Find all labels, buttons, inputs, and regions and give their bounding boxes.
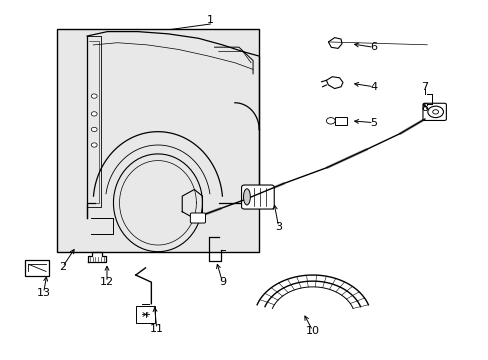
Bar [334,117,346,125]
Text: 8: 8 [421,103,427,113]
Circle shape [91,112,97,116]
Text: 6: 6 [369,42,376,52]
Bar [136,306,155,323]
Text: 11: 11 [149,324,163,334]
FancyBboxPatch shape [422,103,446,121]
Ellipse shape [243,189,250,205]
Circle shape [326,118,334,124]
Text: 4: 4 [369,82,377,92]
FancyBboxPatch shape [190,213,205,223]
Circle shape [432,110,438,114]
Text: 13: 13 [37,288,50,298]
Bar [57,30,259,252]
Circle shape [91,143,97,147]
Text: 9: 9 [219,277,225,287]
Text: 12: 12 [100,277,114,287]
Circle shape [427,106,443,118]
Text: 10: 10 [305,325,319,336]
Circle shape [91,94,97,98]
Text: 5: 5 [369,118,376,128]
Text: 7: 7 [421,82,427,92]
Bar [25,260,49,276]
Text: 1: 1 [206,15,213,26]
Circle shape [91,127,97,132]
Text: 3: 3 [275,222,282,231]
Text: 2: 2 [59,262,66,272]
FancyBboxPatch shape [241,185,274,209]
